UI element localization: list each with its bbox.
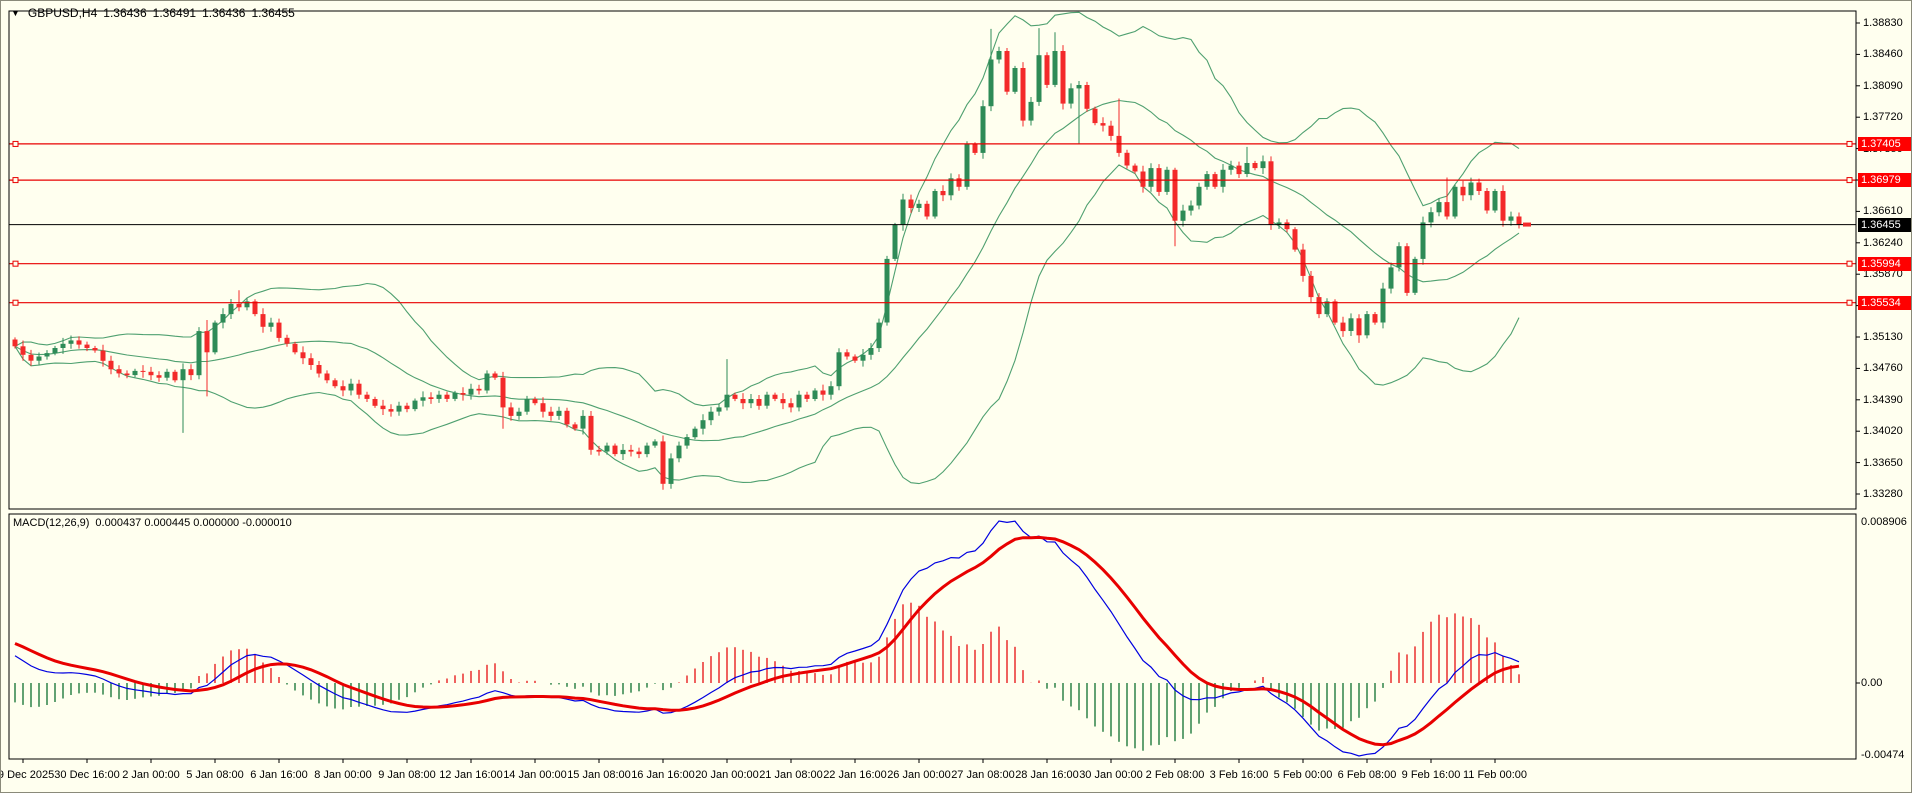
price-tick-label: 1.34390 (1863, 393, 1903, 406)
time-tick-label: 2 Jan 00:00 (122, 769, 180, 781)
macd-values: 0.000437 0.000445 0.000000 -0.000010 (95, 517, 292, 529)
price-tick-label: 1.36610 (1863, 205, 1903, 218)
price-tick-label: 1.36240 (1863, 236, 1903, 249)
time-tick-label: 5 Jan 08:00 (186, 769, 244, 781)
time-tick-label: 6 Jan 16:00 (250, 769, 308, 781)
price-tick-label: 1.38460 (1863, 48, 1903, 61)
line-handle[interactable] (1846, 177, 1853, 184)
panel-border (8, 10, 1857, 510)
quote-open: 1.36436 (103, 6, 147, 20)
chart-header: ▼ GBPUSD,H4 1.36436 1.36491 1.36436 1.36… (11, 6, 295, 20)
time-tick-label: 9 Jan 08:00 (378, 769, 436, 781)
panel-border (8, 513, 1857, 760)
quote-high: 1.36491 (152, 6, 197, 20)
level-price-badge: 1.35994 (1858, 256, 1911, 271)
current-price-badge: 1.36455 (1858, 217, 1911, 232)
macd-indicator-label: MACD(12,26,9) 0.000437 0.000445 0.000000… (13, 517, 292, 529)
bollinger-band-line (14, 11, 1520, 407)
price-tick-label: 1.38090 (1863, 79, 1903, 92)
time-tick-label: 16 Jan 16:00 (631, 769, 695, 781)
macd-name: MACD(12,26,9) (13, 517, 90, 529)
price-tick-label: 1.33650 (1863, 456, 1903, 469)
price-tick-label: 1.37720 (1863, 111, 1903, 124)
macd-min-label: -0.00474 (1861, 749, 1905, 761)
time-tick-label: 30 Dec 16:00 (54, 769, 120, 781)
quote-low: 1.36436 (202, 6, 246, 20)
time-tick-label: 30 Jan 00:00 (1079, 769, 1143, 781)
time-tick-label: 22 Jan 16:00 (823, 769, 887, 781)
time-tick-label: 2 Feb 08:00 (1145, 769, 1205, 781)
time-tick-label: 9 Feb 16:00 (1401, 769, 1461, 781)
line-handle[interactable] (12, 177, 19, 184)
macd-zero-label: 0.00 (1861, 677, 1883, 689)
level-price-badge: 1.36979 (1858, 173, 1911, 188)
price-tick-label: 1.34760 (1863, 362, 1903, 375)
time-tick-label: 14 Jan 00:00 (503, 769, 567, 781)
line-handle[interactable] (1846, 140, 1853, 147)
time-tick-label: 11 Feb 00:00 (1462, 769, 1528, 781)
time-tick-label: 6 Feb 08:00 (1337, 769, 1397, 781)
time-tick-label: 28 Jan 16:00 (1015, 769, 1079, 781)
last-price-tick (1523, 222, 1531, 227)
time-tick-label: 27 Jan 08:00 (951, 769, 1015, 781)
time-tick-label: 20 Jan 00:00 (695, 769, 759, 781)
time-tick-label: 12 Jan 16:00 (439, 769, 503, 781)
line-handle[interactable] (1846, 299, 1853, 306)
price-tick-label: 1.33280 (1863, 488, 1903, 500)
level-price-badge: 1.35534 (1858, 295, 1911, 310)
time-tick-label: 5 Feb 00:00 (1273, 769, 1333, 781)
price-tick-label: 1.34020 (1863, 425, 1903, 438)
time-tick-label: 3 Feb 16:00 (1209, 769, 1269, 781)
price-tick-label: 1.38830 (1863, 17, 1903, 29)
bollinger-band-line (14, 99, 1520, 442)
bollinger-band-line (14, 164, 1520, 485)
price-tick-label: 1.35870 (1863, 268, 1903, 281)
macd-line (14, 520, 1520, 757)
time-tick-label: 8 Jan 00:00 (314, 769, 372, 781)
time-tick-label: 21 Jan 08:00 (759, 769, 823, 781)
macd-signal-line (14, 535, 1520, 747)
time-tick-label: 26 Jan 00:00 (887, 769, 951, 781)
symbol-period-label[interactable]: GBPUSD,H4 (27, 6, 98, 20)
line-handle[interactable] (12, 140, 19, 147)
line-handle[interactable] (12, 299, 19, 306)
level-price-badge: 1.37405 (1858, 136, 1911, 151)
symbol-dropdown-icon[interactable]: ▼ (11, 8, 20, 18)
macd-max-label: 0.008906 (1861, 516, 1907, 528)
time-tick-label: 29 Dec 2025 (1, 769, 55, 781)
time-tick-label: 15 Jan 08:00 (567, 769, 631, 781)
quote-close: 1.36455 (251, 6, 295, 20)
price-tick-label: 1.35130 (1863, 331, 1903, 343)
line-handle[interactable] (12, 260, 19, 267)
line-handle[interactable] (1846, 260, 1853, 267)
